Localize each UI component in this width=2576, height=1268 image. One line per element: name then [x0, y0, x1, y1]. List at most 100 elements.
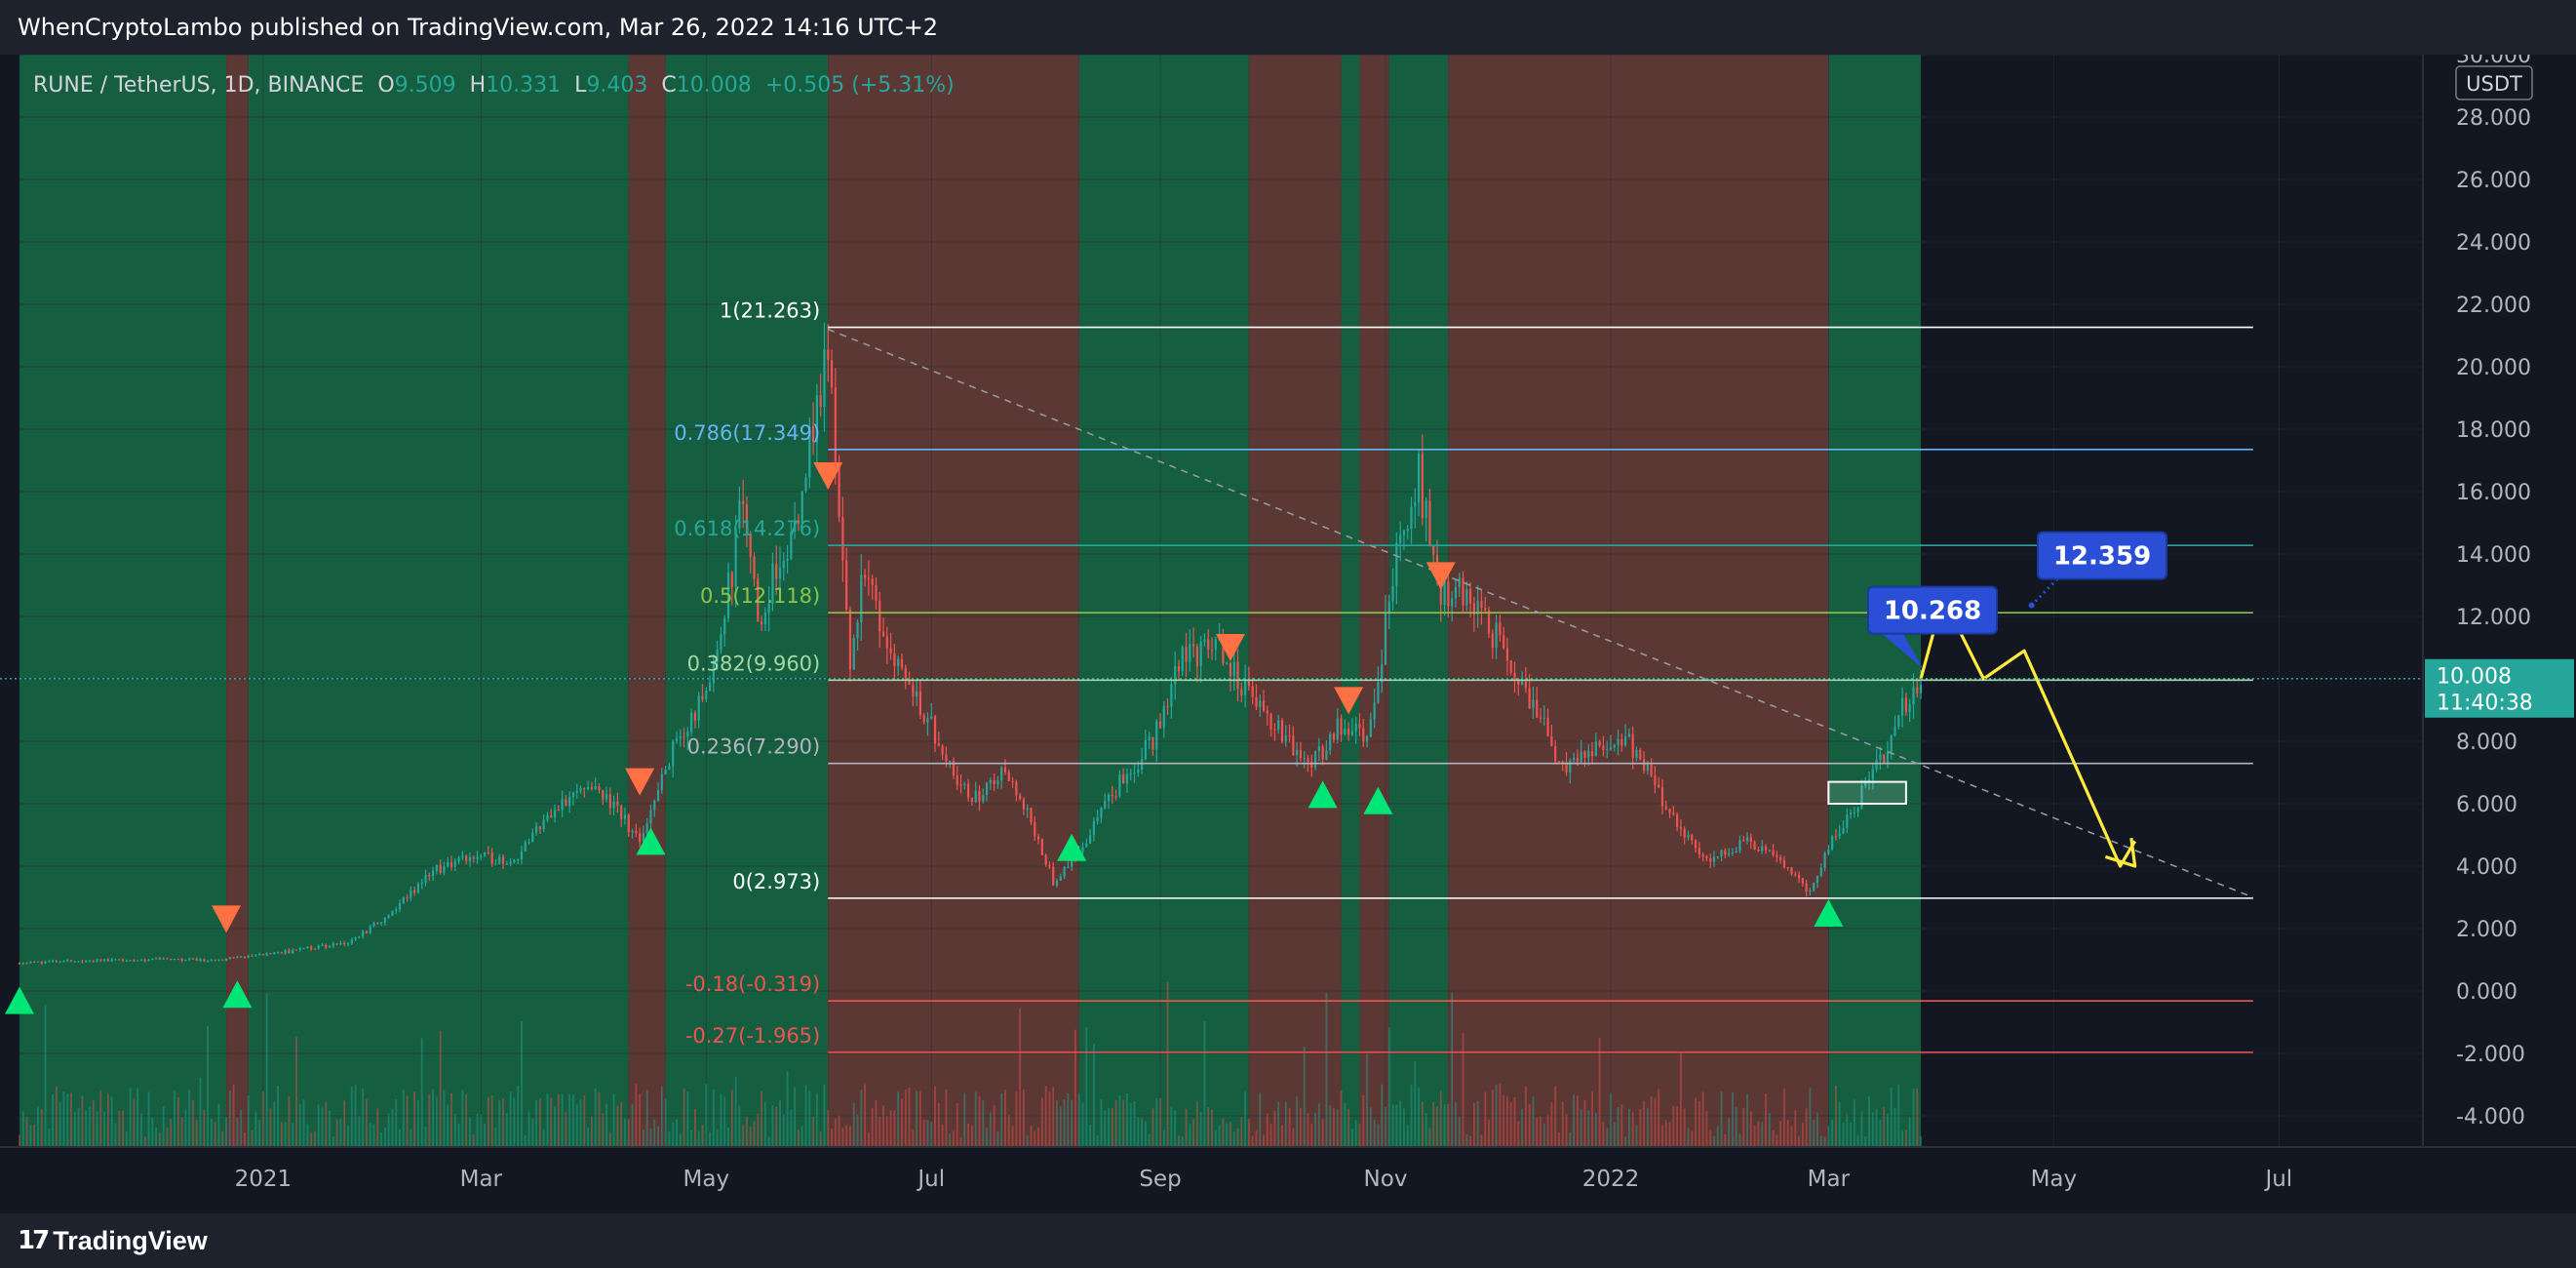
ohlc-legend: RUNE / TetherUS, 1D, BINANCE O9.509 H10.…: [33, 73, 955, 98]
volume-bar: [800, 1126, 803, 1147]
legend-low-label: L: [574, 73, 587, 98]
candle-body: [121, 959, 125, 962]
candle-body: [881, 631, 885, 637]
candle-body: [36, 961, 40, 963]
volume-bar: [1746, 1093, 1748, 1147]
volume-bar: [1554, 1086, 1557, 1147]
volume-bar: [129, 1088, 132, 1147]
volume-bar: [1591, 1090, 1593, 1147]
candle-body: [867, 577, 870, 579]
volume-bar: [591, 1116, 593, 1147]
volume-bar: [922, 1119, 925, 1147]
candle-body: [1617, 738, 1620, 745]
volume-bar: [1573, 1094, 1576, 1147]
tradingview-logo[interactable]: 17 TradingView: [18, 1225, 208, 1256]
volume-bar: [118, 1110, 121, 1147]
candle-body: [33, 961, 36, 963]
volume-bar: [66, 1093, 69, 1147]
candle-body: [1030, 808, 1033, 823]
candle-body: [1358, 724, 1361, 729]
candle-body: [701, 695, 704, 699]
volume-bar: [878, 1116, 881, 1147]
candle-body: [1226, 662, 1229, 664]
candle-body: [133, 960, 136, 962]
candle-body: [1181, 647, 1184, 672]
volume-bar: [871, 1108, 874, 1147]
candle-body: [402, 897, 405, 903]
time-tick-label: 2021: [235, 1167, 293, 1192]
candle-body: [1162, 705, 1165, 729]
volume-bar: [428, 1093, 431, 1147]
volume-bar: [1462, 1033, 1464, 1147]
candle-body: [635, 830, 638, 834]
candle-body: [852, 638, 855, 670]
volume-bar: [1749, 1111, 1752, 1147]
volume-bar: [645, 1090, 648, 1147]
candle-body: [99, 959, 102, 962]
candle-body: [527, 842, 530, 844]
candle-body: [1059, 876, 1062, 881]
volume-bar: [254, 1112, 257, 1147]
volume-bar: [85, 1110, 88, 1147]
volume-bar: [1015, 1091, 1018, 1147]
volume-bar: [1300, 1107, 1302, 1147]
candle-body: [77, 961, 80, 963]
bar-countdown: 11:40:38: [2437, 692, 2533, 716]
volume-bar: [716, 1129, 719, 1147]
currency-badge[interactable]: [2455, 65, 2533, 100]
candle-body: [387, 915, 390, 918]
volume-bar: [188, 1090, 191, 1147]
volume-bar: [1439, 1090, 1442, 1147]
volume-bar: [912, 1129, 915, 1147]
volume-bar: [1897, 1085, 1900, 1147]
volume-bar: [1598, 1038, 1601, 1147]
volume-bar: [424, 1127, 427, 1147]
volume-bar: [624, 1118, 626, 1147]
candle-body: [410, 890, 412, 898]
price-tick-label: 2.000: [2456, 918, 2517, 942]
volume-bar: [1023, 1089, 1025, 1147]
projection-arrowhead: [2104, 837, 2137, 868]
volume-bar: [1059, 1106, 1062, 1147]
candle-body: [1307, 757, 1309, 762]
candle-body: [864, 575, 867, 578]
candle-body: [786, 558, 789, 562]
candle-body: [66, 960, 69, 962]
volume-bar: [1263, 1134, 1265, 1147]
volume-bar: [535, 1099, 538, 1147]
volume-bar: [1472, 1102, 1475, 1147]
candle-body: [1550, 735, 1553, 746]
volume-bar: [1540, 1116, 1542, 1147]
candle-body: [1753, 842, 1756, 850]
volume-bar: [310, 1132, 313, 1147]
candle-body: [937, 743, 940, 746]
candle-body: [524, 842, 527, 852]
volume-bar: [794, 1087, 797, 1147]
candle-body: [1731, 852, 1735, 854]
candle-body: [509, 861, 512, 864]
candle-body: [1794, 874, 1797, 876]
fib-level-label: 0(2.973): [732, 870, 820, 893]
candle-body: [1782, 860, 1786, 868]
candle-body: [1432, 545, 1435, 555]
candle-body: [328, 946, 332, 948]
candle-body: [1144, 739, 1147, 759]
candle-body: [1458, 577, 1461, 587]
price-chart[interactable]: 1(21.263) 0.786(17.349) 0.618(14.276) 0.5(1…: [0, 55, 2576, 1213]
candle-body: [1137, 769, 1140, 773]
candle-body: [29, 961, 32, 964]
volume-bars: [19, 981, 1922, 1147]
candle-body: [288, 950, 291, 954]
candle-body: [623, 814, 627, 819]
candle-body: [335, 943, 338, 945]
buy-signal-arrow: [1057, 833, 1087, 861]
volume-bar: [1816, 1112, 1818, 1147]
candle-body: [1472, 603, 1475, 614]
candle-body: [210, 960, 213, 962]
volume-bar: [1664, 1120, 1667, 1147]
candle-body: [753, 556, 756, 579]
candle-body: [173, 959, 176, 961]
chart-canvas[interactable]: 1(21.263) 0.786(17.349) 0.618(14.276) 0.5(1…: [0, 55, 2576, 1213]
candle-body: [1813, 883, 1815, 891]
volume-bar: [1635, 1125, 1638, 1147]
